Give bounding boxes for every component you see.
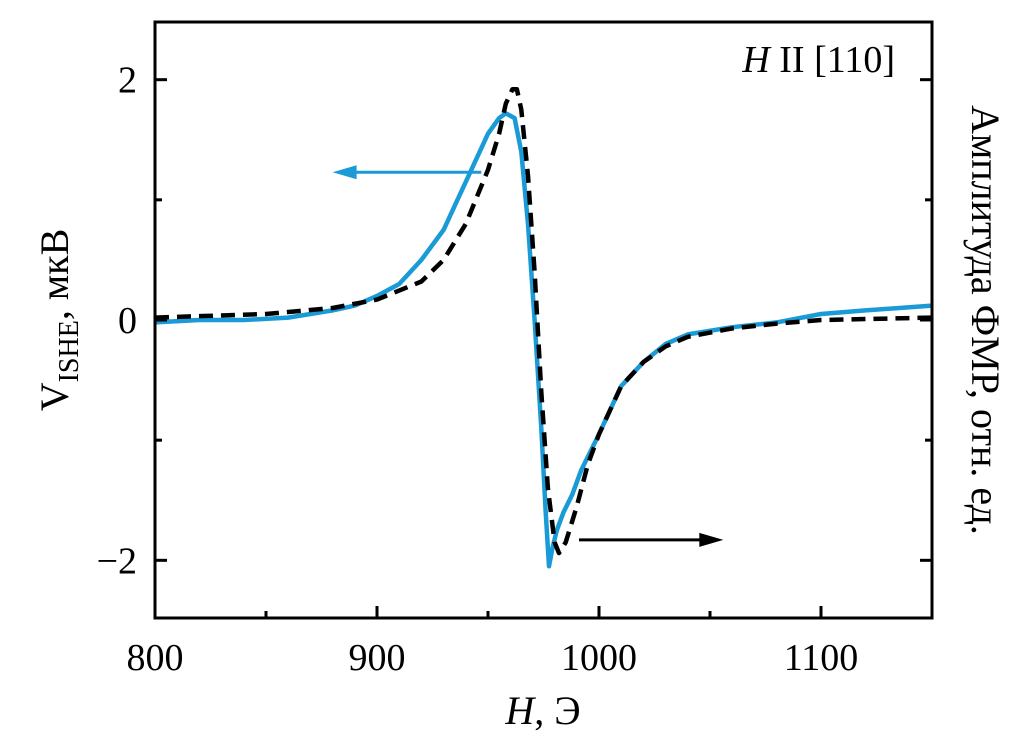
arrow-left-head xyxy=(332,165,357,180)
x-tick-label: 800 xyxy=(127,637,184,679)
arrow-right-head xyxy=(699,532,724,547)
x-tick-label: 1100 xyxy=(784,637,859,679)
y-tick-label: 2 xyxy=(118,60,137,102)
series-fmr-line xyxy=(154,87,933,556)
x-tick-label: 900 xyxy=(349,637,406,679)
y-tick-label: −2 xyxy=(97,540,137,582)
axis-ticks: 800 900 1000 1100 2 0 −2 xyxy=(97,60,932,679)
right-axis-label: Амплитуда ФМР, отн. ед. xyxy=(963,105,1008,535)
annotation: H II [110] xyxy=(741,39,895,81)
x-axis-label: H, Э xyxy=(504,688,580,733)
x-tick-label: 1000 xyxy=(561,637,637,679)
y-axis-label: VISHE, мкВ xyxy=(32,229,85,412)
y-tick-label: 0 xyxy=(118,300,137,342)
arrows xyxy=(332,165,724,547)
plot-lines xyxy=(154,87,933,569)
series-v-ishe-line xyxy=(154,111,933,569)
